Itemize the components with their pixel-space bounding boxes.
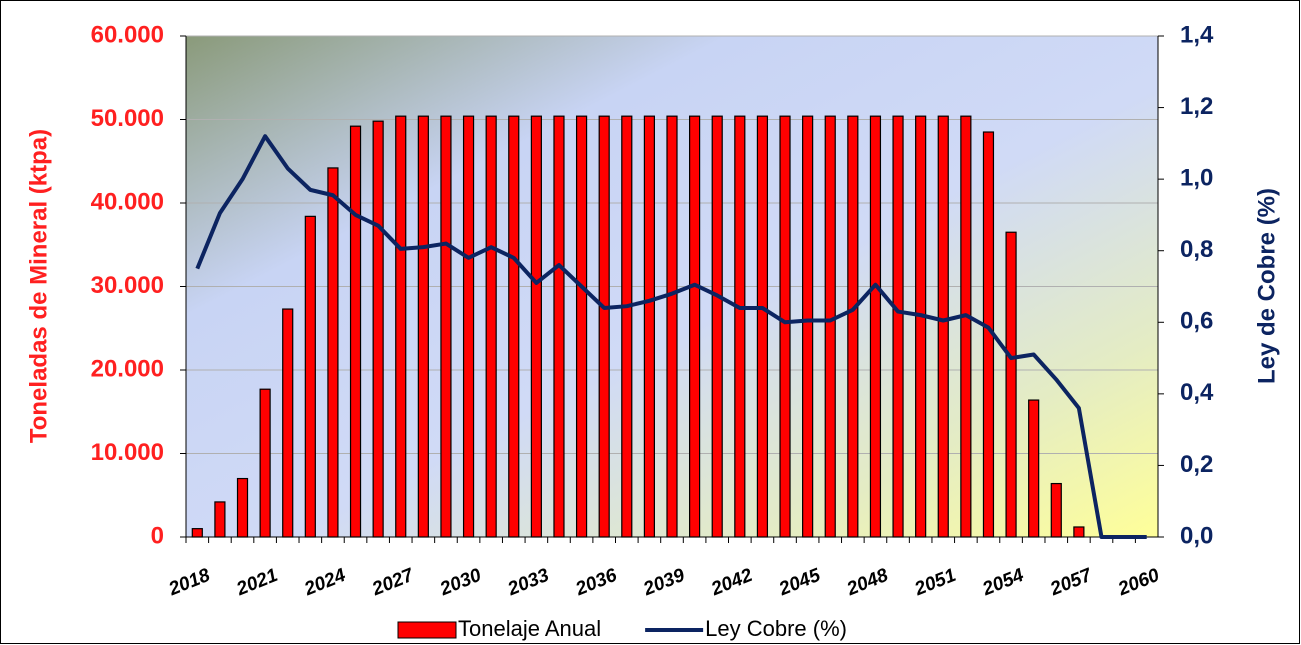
bar	[372, 120, 384, 538]
legend-label: Ley Cobre (%)	[705, 616, 847, 641]
bar	[440, 115, 452, 538]
bar	[643, 115, 655, 538]
bar	[349, 125, 362, 538]
bar	[598, 115, 610, 538]
bar	[214, 501, 226, 538]
y-tick-label: 10.000	[91, 439, 164, 466]
y-tick-label: 50.000	[91, 105, 164, 132]
y-tick-label: 30.000	[91, 272, 164, 299]
legend-label: Tonelaje Anual	[458, 616, 601, 641]
y2-tick-label: 0,6	[1180, 308, 1213, 335]
bar	[779, 115, 791, 538]
bar	[937, 115, 949, 538]
y2-tick-label: 1,0	[1180, 164, 1213, 191]
bar	[191, 528, 203, 538]
bar	[1073, 526, 1085, 538]
bar	[417, 115, 429, 538]
bar	[1028, 399, 1040, 538]
y2-tick-label: 0,4	[1180, 379, 1214, 406]
bar	[915, 115, 927, 538]
y2-tick-label: 0,2	[1180, 451, 1213, 478]
bar	[621, 115, 633, 538]
bar	[892, 115, 904, 538]
bar	[304, 215, 316, 538]
bar	[575, 115, 588, 538]
bar	[553, 115, 565, 538]
line	[195, 134, 1147, 539]
bar	[236, 477, 249, 538]
bar	[689, 115, 701, 538]
y-tick-label: 20.000	[91, 355, 164, 382]
bar	[327, 167, 339, 538]
bar	[282, 308, 294, 538]
bar	[869, 115, 882, 538]
y2-tick-label: 1,4	[1180, 21, 1214, 48]
y-tick-label: 0	[151, 522, 164, 549]
bar	[847, 115, 859, 538]
bar	[1005, 231, 1017, 538]
bar	[508, 115, 520, 538]
legend-swatch	[397, 621, 457, 639]
y2-tick-label: 1,2	[1180, 93, 1213, 120]
bar	[824, 115, 836, 538]
bar	[395, 115, 407, 538]
y2-tick-label: 0,8	[1180, 236, 1213, 263]
y2-axis-title: Ley de Cobre (%)	[1253, 188, 1280, 384]
bar	[666, 115, 678, 538]
bar	[734, 115, 746, 538]
bar	[960, 115, 972, 538]
bar	[485, 115, 497, 538]
bar	[756, 115, 769, 538]
y-tick-label: 60.000	[91, 21, 164, 48]
bar	[802, 115, 814, 538]
y-tick-label: 40.000	[91, 188, 164, 215]
y-axis-title: Toneladas de Mineral (ktpa)	[25, 129, 52, 443]
bar	[462, 115, 475, 538]
bar	[1050, 482, 1062, 538]
bar	[711, 115, 723, 538]
bar	[530, 115, 542, 538]
y2-tick-label: 0,0	[1180, 522, 1213, 549]
bar	[259, 388, 271, 538]
